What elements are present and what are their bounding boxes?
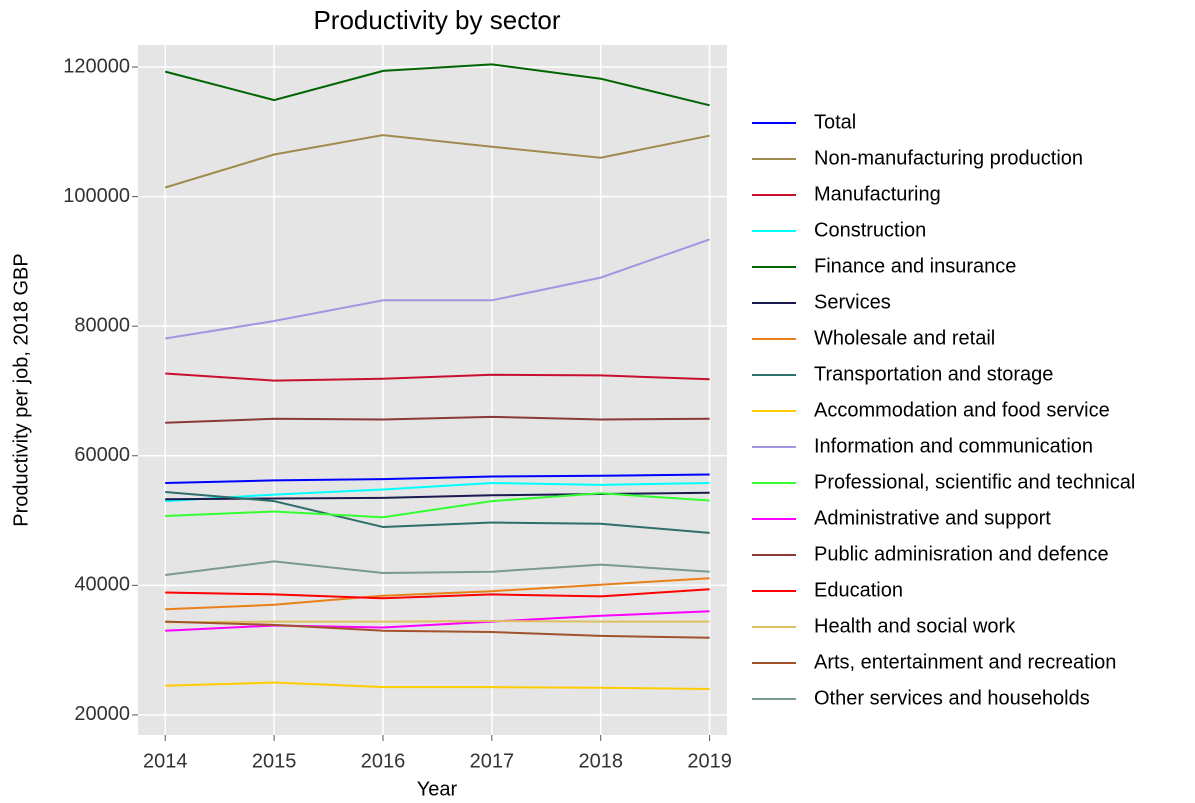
y-tick-label: 80000 xyxy=(74,314,130,336)
series-line xyxy=(165,481,710,503)
legend-label: Construction xyxy=(814,219,926,241)
series-line xyxy=(165,681,710,690)
series-line xyxy=(165,491,710,534)
plot-area xyxy=(138,45,727,735)
legend-label: Health and social work xyxy=(814,615,1016,637)
y-axis-title: Productivity per job, 2018 GBP xyxy=(10,253,32,526)
series-line xyxy=(165,560,710,576)
x-tick-label: 2017 xyxy=(470,750,515,772)
series-line xyxy=(165,619,710,624)
legend-label: Administrative and support xyxy=(814,507,1051,529)
legend-label: Wholesale and retail xyxy=(814,327,995,349)
y-tick-label: 120000 xyxy=(63,55,130,77)
legend-label: Arts, entertainment and recreation xyxy=(814,651,1116,673)
x-tick-label: 2018 xyxy=(578,750,623,772)
series-line xyxy=(164,134,710,189)
legend-label: Education xyxy=(814,579,903,601)
series-line xyxy=(165,588,710,600)
x-tick-label: 2016 xyxy=(361,750,406,772)
legend-label: Accommodation and food service xyxy=(814,399,1110,421)
legend-label: Public adminisration and defence xyxy=(814,543,1109,565)
series-line xyxy=(165,492,710,519)
legend-label: Services xyxy=(814,291,891,313)
legend-label: Manufacturing xyxy=(814,183,941,205)
legend-label: Professional, scientific and technical xyxy=(814,471,1135,493)
series-line xyxy=(165,610,710,632)
x-tick-label: 2019 xyxy=(687,750,732,772)
series-line xyxy=(165,238,710,340)
legend-label: Information and communication xyxy=(814,435,1093,457)
y-tick-label: 60000 xyxy=(74,444,130,466)
x-tick-label: 2015 xyxy=(252,750,297,772)
x-tick-label: 2014 xyxy=(143,750,188,772)
y-tick-label: 100000 xyxy=(63,185,130,207)
legend-label: Transportation and storage xyxy=(814,363,1053,385)
y-tick-label: 20000 xyxy=(74,703,130,725)
series-line xyxy=(165,620,710,639)
chart-title: Productivity by sector xyxy=(313,5,560,35)
series-line xyxy=(165,415,710,424)
series-line xyxy=(165,577,710,611)
legend-label: Non-manufacturing production xyxy=(814,147,1083,169)
legend-label: Other services and households xyxy=(814,687,1090,709)
series-line xyxy=(164,63,710,107)
legend-label: Total xyxy=(814,111,856,133)
series-line xyxy=(165,372,710,382)
y-tick-label: 40000 xyxy=(74,574,130,596)
series-line xyxy=(165,473,710,484)
legend-label: Finance and insurance xyxy=(814,255,1016,277)
x-axis-title: Year xyxy=(417,778,458,800)
